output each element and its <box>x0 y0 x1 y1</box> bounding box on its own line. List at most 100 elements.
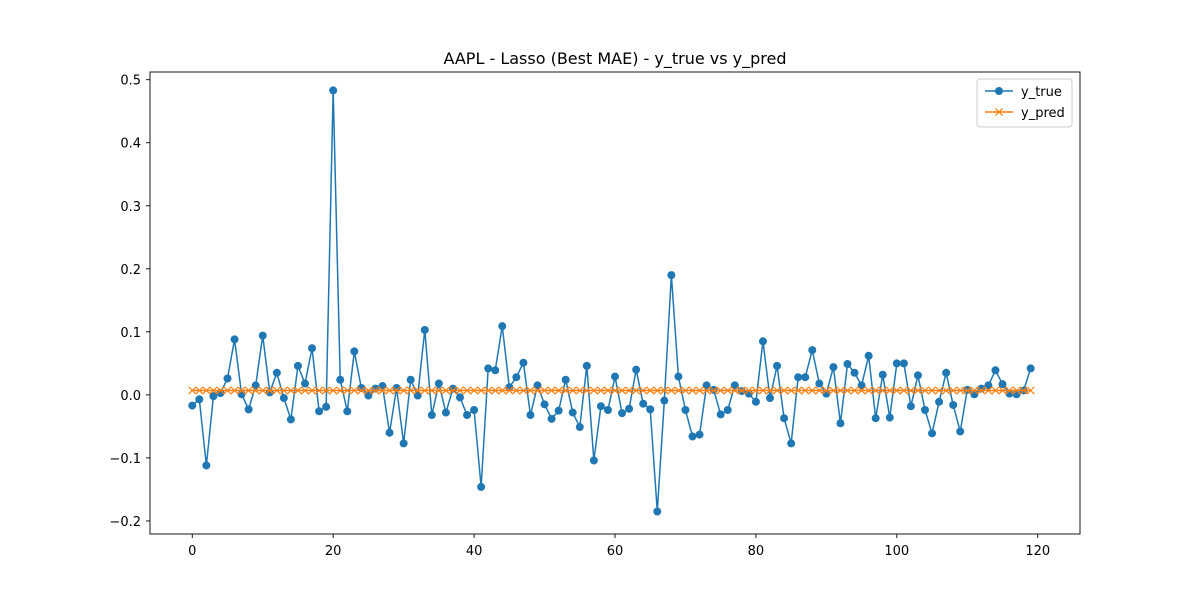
data-point-y_pred <box>470 386 479 395</box>
data-point-y_pred <box>667 386 676 395</box>
data-point-y_true <box>667 271 676 280</box>
data-point-y_true <box>843 359 852 368</box>
data-point-y_true <box>829 363 838 372</box>
data-point-y_true <box>878 370 887 379</box>
y-tick-label: 0.1 <box>120 326 141 341</box>
chart-title: AAPL - Lasso (Best MAE) - y_true vs y_pr… <box>443 49 786 69</box>
data-point-y_true <box>420 325 429 334</box>
data-point-y_pred <box>188 386 197 395</box>
data-point-y_true <box>864 351 873 360</box>
data-point-y_pred <box>315 386 324 395</box>
data-point-y_true <box>815 379 824 388</box>
data-point-y_true <box>322 402 331 411</box>
data-point-y_pred <box>956 386 965 395</box>
data-point-y_true <box>195 395 204 404</box>
data-point-y_pred <box>223 386 232 395</box>
data-point-y_pred <box>780 386 789 395</box>
data-point-y_pred <box>942 386 951 395</box>
data-point-y_true <box>434 379 443 388</box>
data-point-y_pred <box>646 386 655 395</box>
data-point-y_true <box>906 402 915 411</box>
data-point-y_true <box>646 405 655 414</box>
data-point-y_pred <box>625 386 634 395</box>
data-point-y_pred <box>963 386 972 395</box>
data-point-y_pred <box>258 386 267 395</box>
data-point-y_true <box>998 380 1007 389</box>
data-point-y_true <box>512 373 521 382</box>
data-point-y_true <box>315 407 324 416</box>
y-tick-label: 0.5 <box>120 74 141 89</box>
data-point-y_pred <box>681 386 690 395</box>
data-point-y_true <box>716 410 725 419</box>
y-tick-label: 0.2 <box>120 263 141 278</box>
data-point-y_true <box>385 428 394 437</box>
data-point-y_true <box>463 411 472 420</box>
data-point-y_pred <box>716 386 725 395</box>
legend-label-y_true: y_true <box>1021 85 1062 100</box>
data-point-y_true <box>984 381 993 390</box>
data-point-y_true <box>526 411 535 420</box>
data-point-y_true <box>470 406 479 415</box>
data-point-y_true <box>885 413 894 422</box>
data-point-y_true <box>258 331 267 340</box>
data-point-y_pred <box>660 386 669 395</box>
data-point-y_true <box>618 409 627 418</box>
x-tick-label: 60 <box>607 544 624 559</box>
data-point-y_pred <box>632 386 641 395</box>
data-point-y_true <box>913 371 922 380</box>
data-point-y_pred <box>512 386 521 395</box>
data-point-y_pred <box>350 386 359 395</box>
data-point-y_pred <box>582 386 591 395</box>
data-point-y_true <box>611 372 619 381</box>
data-point-y_pred <box>244 386 253 395</box>
data-point-y_true <box>991 366 1000 375</box>
data-point-y_true <box>639 399 648 408</box>
data-point-y_pred <box>1005 386 1014 395</box>
x-tick-label: 20 <box>325 544 342 559</box>
data-point-y_pred <box>237 386 246 395</box>
data-point-y_true <box>293 361 302 370</box>
data-point-y_true <box>801 373 810 382</box>
data-point-y_pred <box>1012 386 1021 395</box>
data-point-y_true <box>350 347 359 356</box>
data-point-y_pred <box>505 386 514 395</box>
data-point-y_pred <box>899 386 908 395</box>
data-point-y_true <box>695 430 704 439</box>
data-point-y_pred <box>744 386 753 395</box>
data-point-y_true <box>554 406 563 415</box>
data-point-y_pred <box>977 386 986 395</box>
data-point-y_true <box>674 372 683 381</box>
data-point-y_true <box>533 381 542 390</box>
y-tick-label: 0.4 <box>120 137 141 152</box>
data-point-y_pred <box>709 386 718 395</box>
data-point-y_true <box>575 423 584 432</box>
data-point-y_pred <box>279 386 288 395</box>
data-point-y_pred <box>477 386 486 395</box>
y-tick-label: −0.1 <box>109 452 141 467</box>
data-point-y_true <box>1012 390 1021 399</box>
data-point-y_pred <box>695 386 704 395</box>
data-point-y_pred <box>920 386 930 395</box>
data-point-y_true <box>286 415 295 424</box>
data-point-y_pred <box>688 386 697 395</box>
data-point-y_true <box>491 366 500 375</box>
data-point-y_true <box>265 388 274 397</box>
data-point-y_true <box>632 365 641 374</box>
data-point-y_pred <box>448 386 457 395</box>
data-point-y_true <box>230 335 239 344</box>
data-point-y_true <box>681 406 690 415</box>
data-point-y_pred <box>1019 386 1028 395</box>
data-point-y_pred <box>336 386 345 395</box>
data-point-y_pred <box>885 386 894 395</box>
data-point-y_pred <box>730 386 739 395</box>
data-point-y_pred <box>561 386 570 395</box>
data-point-y_pred <box>702 386 711 395</box>
data-point-y_true <box>977 384 986 393</box>
data-point-y_pred <box>928 386 937 395</box>
y-tick-label: 0.0 <box>120 389 141 404</box>
data-point-y_true <box>399 439 408 448</box>
data-point-y_pred <box>857 386 866 395</box>
data-point-y_pred <box>498 386 507 395</box>
data-point-y_true <box>787 439 796 448</box>
data-point-y_true <box>547 414 556 423</box>
